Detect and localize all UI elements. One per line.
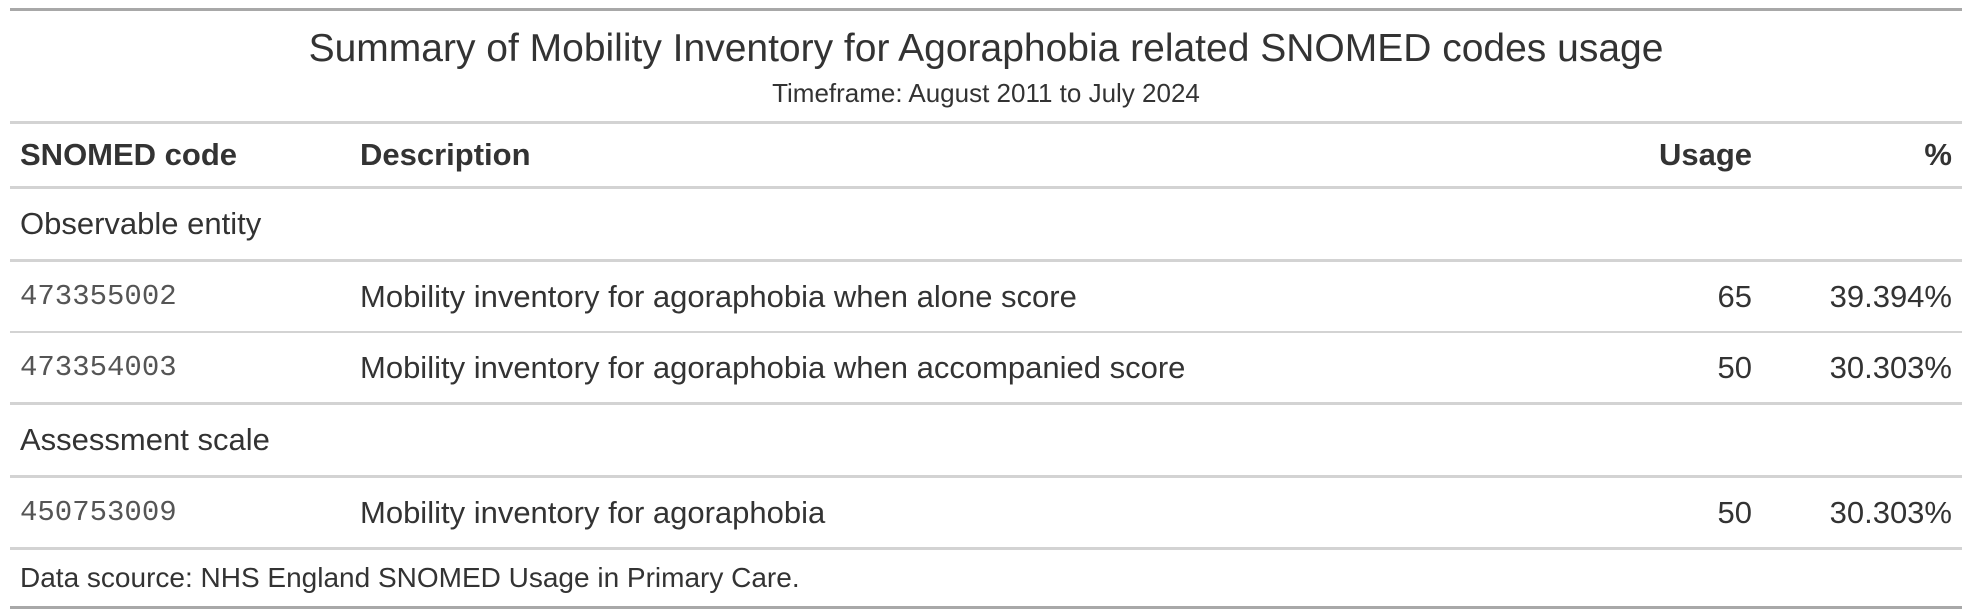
snomed-usage-table-container: Summary of Mobility Inventory for Agorap… [10,8,1962,609]
description-cell: Mobility inventory for agoraphobia when … [350,260,1350,333]
table-row: 473355002 Mobility inventory for agoraph… [10,260,1962,333]
percent-cell: 30.303% [1762,332,1962,405]
table-row: 473354003 Mobility inventory for agoraph… [10,332,1962,405]
group-label: Observable entity [10,187,1962,262]
table-title: Summary of Mobility Inventory for Agorap… [308,27,1664,70]
snomed-code-cell: 473354003 [10,332,350,405]
usage-cell: 65 [1350,260,1762,333]
snomed-code-cell: 450753009 [10,476,350,550]
column-header-description: Description [350,121,1350,189]
percent-cell: 39.394% [1762,260,1962,333]
column-header-code: SNOMED code [10,121,350,189]
table-row: 450753009 Mobility inventory for agoraph… [10,476,1962,550]
snomed-code-cell: 473355002 [10,260,350,333]
usage-cell: 50 [1350,476,1762,550]
percent-cell: 30.303% [1762,476,1962,550]
group-label: Assessment scale [10,403,1962,478]
header-row: SNOMED code Description Usage % [10,121,1962,189]
group-row-observable-entity: Observable entity [10,187,1962,262]
column-header-percent: % [1762,121,1962,189]
snomed-usage-table: SNOMED code Description Usage % Observab… [10,121,1962,550]
description-cell: Mobility inventory for agoraphobia when … [350,332,1350,405]
table-subtitle: Timeframe: August 2011 to July 2024 [772,78,1200,108]
description-cell: Mobility inventory for agoraphobia [350,476,1350,550]
column-header-usage: Usage [1350,121,1762,189]
group-row-assessment-scale: Assessment scale [10,403,1962,478]
data-source-footnote: Data scource: NHS England SNOMED Usage i… [10,550,1962,609]
usage-cell: 50 [1350,332,1762,405]
table-heading: Summary of Mobility Inventory for Agorap… [10,8,1962,121]
